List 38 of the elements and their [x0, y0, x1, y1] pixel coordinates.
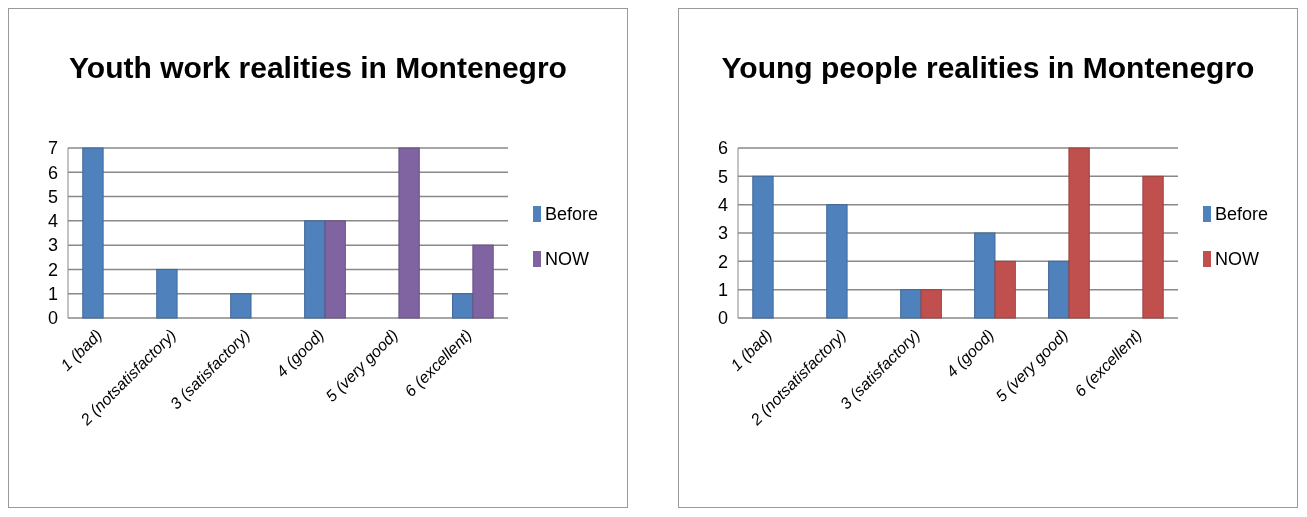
bar [1068, 147, 1090, 319]
bar [472, 244, 494, 319]
bar [1048, 260, 1070, 319]
y-tick-label: 3 [717, 223, 728, 244]
y-tick-label: 6 [47, 162, 58, 183]
bar [156, 268, 178, 319]
bar [324, 220, 346, 319]
bar [452, 293, 474, 319]
bar [974, 232, 996, 319]
bar [994, 260, 1016, 319]
chart-title: Young people realities in Montenegro [721, 51, 1255, 84]
legend-label: NOW [1215, 249, 1259, 270]
y-tick-label: 2 [47, 259, 58, 280]
chart-title: Youth work realities in Montenegro [69, 51, 567, 84]
bar [230, 293, 252, 319]
y-tick-label: 2 [717, 251, 728, 272]
y-tick-label: 1 [47, 284, 58, 305]
y-tick-label: 4 [47, 211, 58, 232]
bar [82, 147, 104, 319]
y-tick-label: 0 [47, 308, 58, 329]
y-tick-label: 6 [717, 138, 728, 159]
y-tick-label: 4 [717, 194, 728, 215]
y-tick-label: 1 [717, 279, 728, 300]
bar [752, 175, 774, 319]
y-tick-label: 3 [47, 235, 58, 256]
legend-label: Before [1215, 204, 1269, 225]
bar [1142, 175, 1164, 319]
bar [920, 289, 942, 319]
y-tick-label: 0 [717, 308, 728, 329]
bar [304, 220, 326, 319]
bar [826, 204, 848, 319]
legend-label: NOW [545, 249, 589, 270]
y-tick-label: 5 [47, 186, 58, 207]
y-tick-label: 7 [47, 138, 58, 159]
legend-label: Before [545, 204, 599, 225]
y-tick-label: 5 [717, 166, 728, 187]
bar [900, 289, 922, 319]
bar [398, 147, 420, 319]
